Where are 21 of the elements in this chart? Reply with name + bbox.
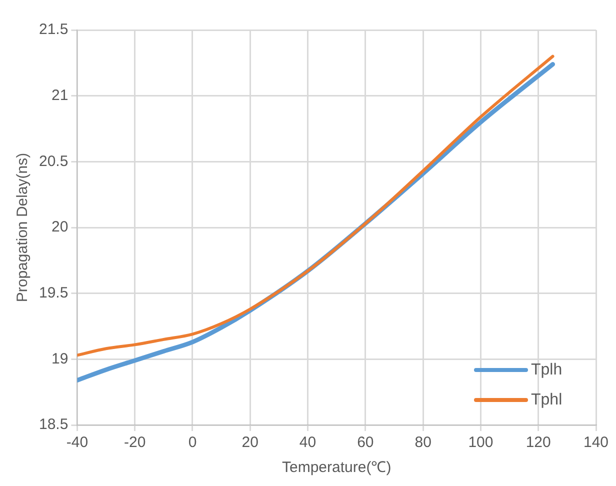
x-axis-title: Temperature(℃) <box>282 459 392 476</box>
x-tick-label: 0 <box>188 434 197 452</box>
x-tick-label: -40 <box>66 434 88 452</box>
x-tick-label: 20 <box>242 434 258 452</box>
x-tick-label: 120 <box>526 434 551 452</box>
legend-label: Tphl <box>531 391 562 408</box>
y-tick-label: 21.5 <box>38 21 68 38</box>
x-tick-label: -20 <box>124 434 146 452</box>
legend-label: Tplh <box>531 361 562 378</box>
x-tick-label: 140 <box>583 434 609 452</box>
x-tick-label: 100 <box>468 434 494 452</box>
y-tick-label: 18.5 <box>38 416 68 434</box>
x-tick-label: 80 <box>414 434 432 452</box>
y-tick-label: 20.5 <box>38 152 68 170</box>
y-axis-title: Propagation Delay(ns) <box>14 152 32 302</box>
y-tick-label: 21 <box>52 86 68 104</box>
y-tick-label: 20 <box>52 218 68 236</box>
x-tick-label: 60 <box>357 434 374 452</box>
y-tick-label: 19 <box>52 350 68 368</box>
y-tick-label: 19.5 <box>38 284 68 302</box>
x-tick-label: 40 <box>299 434 316 452</box>
